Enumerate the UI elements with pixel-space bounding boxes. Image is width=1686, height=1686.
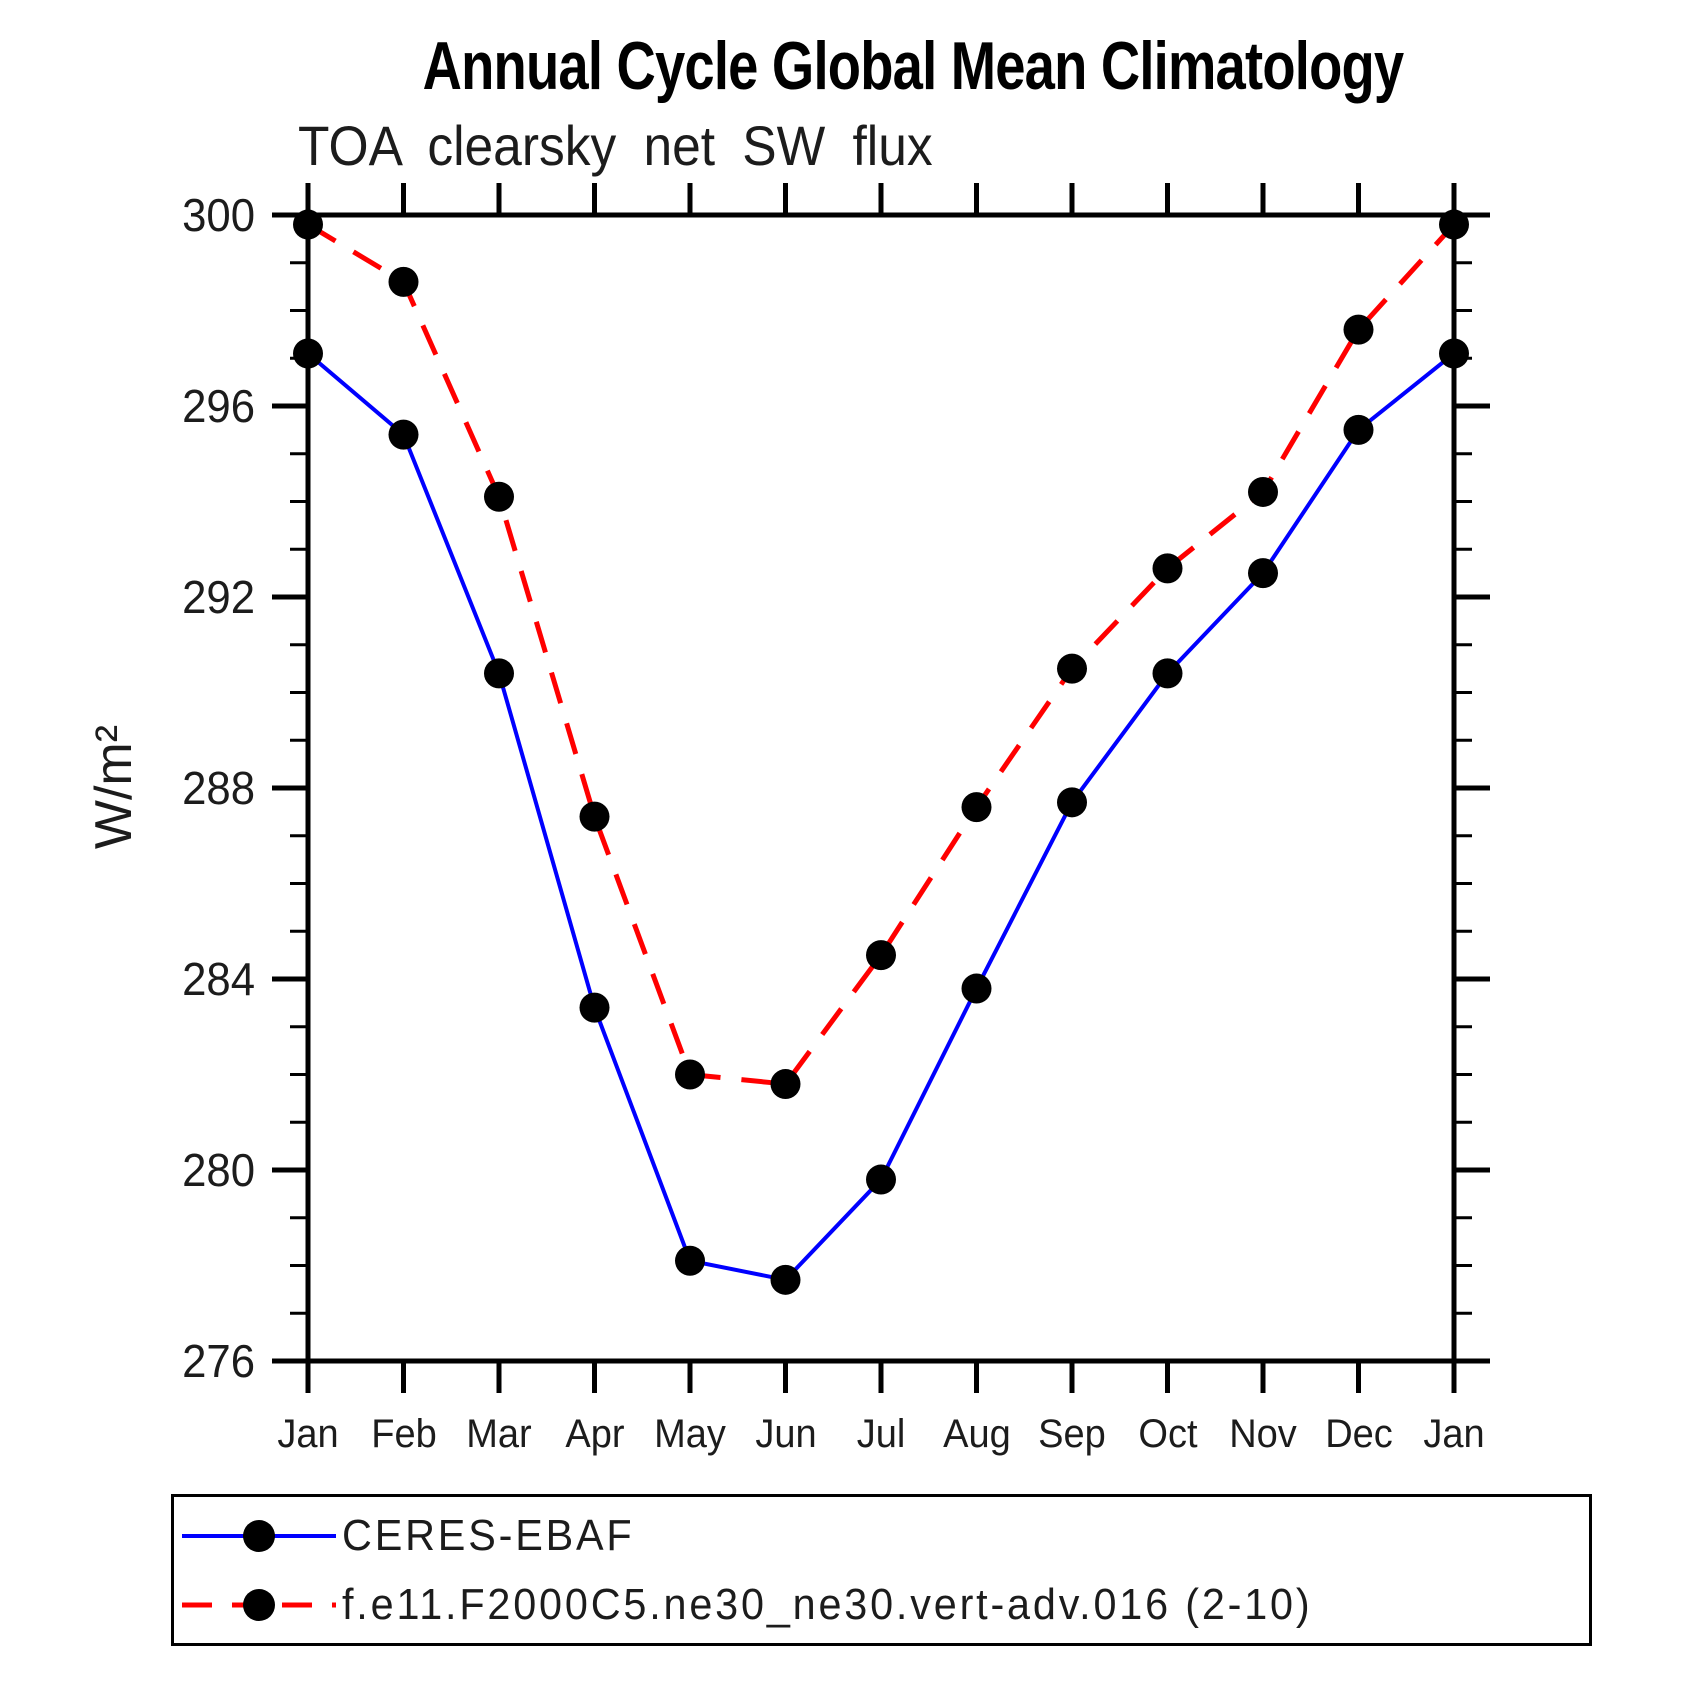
x-tick-label: Oct (1137, 1412, 1198, 1456)
data-point-marker (579, 992, 610, 1023)
data-point-marker (579, 801, 610, 832)
x-tick-label: May (654, 1412, 726, 1456)
legend-label-model: f.e11.F2000C5.ne30_ne30.vert-adv.016 (2-… (342, 1580, 1313, 1629)
data-point-marker (675, 1059, 705, 1090)
x-tick-label: Jun (754, 1412, 817, 1456)
x-tick-label: Dec (1324, 1412, 1393, 1456)
data-point-marker (1152, 658, 1183, 689)
x-tick-label: Aug (942, 1412, 1011, 1456)
data-point-marker (1248, 558, 1278, 589)
legend-label-ceres-ebaf: CERES-EBAF (342, 1511, 635, 1560)
x-tick-label: Jul (856, 1412, 906, 1456)
y-tick-label: 296 (182, 380, 255, 432)
data-point-marker (866, 1164, 896, 1195)
legend-swatch-dashed-line (182, 1589, 336, 1621)
data-point-marker (388, 266, 419, 297)
data-point-marker (1248, 476, 1278, 507)
x-tick-label: Apr (564, 1412, 625, 1456)
series-line-0 (306, 351, 1456, 1283)
y-tick-label: 288 (182, 762, 255, 814)
x-tick-label: Feb (370, 1412, 437, 1456)
data-point-marker (1152, 553, 1183, 584)
data-point-marker (675, 1245, 705, 1276)
x-tick-label: Sep (1038, 1412, 1106, 1456)
data-point-marker (388, 419, 419, 450)
data-point-marker (1439, 209, 1469, 240)
y-tick-label: 284 (182, 953, 255, 1005)
legend-box: CERES-EBAF f.e11.F2000C5.ne30_ne30.vert-… (171, 1494, 1592, 1646)
data-point-marker (770, 1069, 801, 1100)
data-point-marker (1439, 338, 1469, 369)
y-tick-label: 276 (182, 1335, 255, 1387)
data-point-marker (293, 209, 323, 240)
y-tick-label: 300 (182, 189, 255, 241)
data-point-marker (484, 481, 514, 512)
data-point-marker (293, 338, 323, 369)
data-point-marker (1057, 787, 1087, 818)
x-tick-label: Mar (466, 1412, 532, 1456)
data-point-marker (1343, 414, 1374, 445)
data-point-marker (1057, 653, 1087, 684)
y-tick-label: 292 (182, 571, 255, 623)
data-point-marker (770, 1264, 801, 1295)
data-point-marker (961, 973, 992, 1004)
y-tick-label: 280 (182, 1144, 255, 1196)
legend-item-model: f.e11.F2000C5.ne30_ne30.vert-adv.016 (2-… (176, 1570, 1374, 1640)
legend-item-ceres-ebaf: CERES-EBAF (176, 1501, 653, 1571)
chart-subtitle: TOA clearsky net SW flux (298, 114, 933, 177)
data-point-marker (1343, 314, 1374, 345)
data-point-marker (961, 792, 992, 823)
x-tick-label: Jan (1423, 1412, 1485, 1456)
data-point-marker (484, 658, 514, 689)
chart-title: Annual Cycle Global Mean Climatology (422, 28, 1405, 104)
x-tick-label: Nov (1229, 1412, 1297, 1456)
data-point-marker (866, 940, 896, 971)
x-tick-label: Jan (277, 1412, 339, 1456)
legend-swatch-solid-line (182, 1520, 336, 1552)
